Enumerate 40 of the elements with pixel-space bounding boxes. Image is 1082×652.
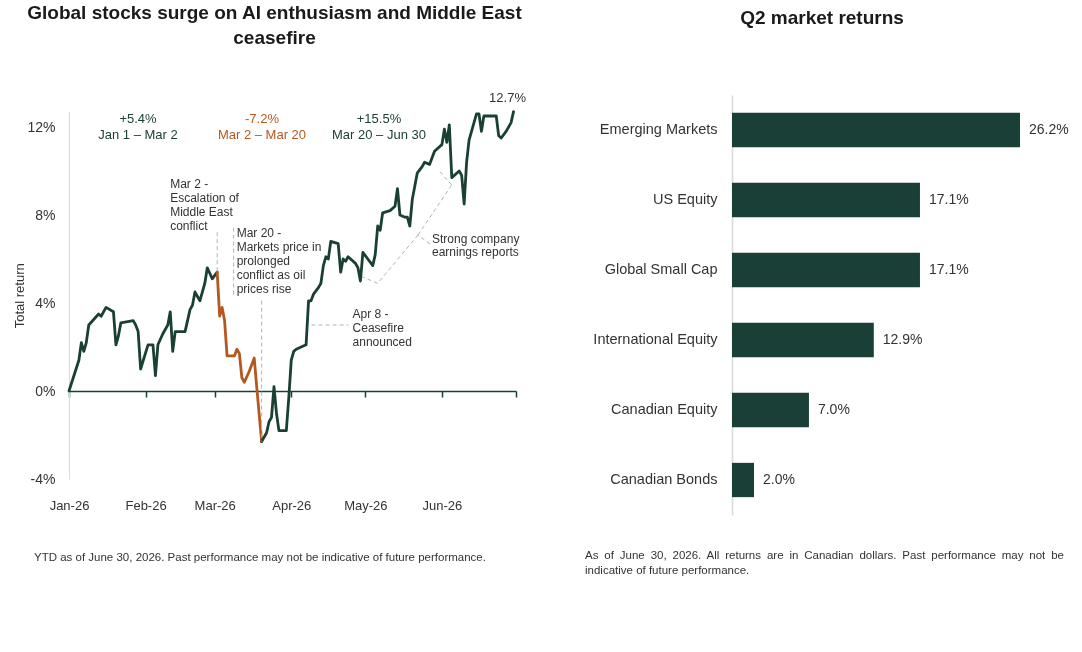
y-tick-label: 8% <box>35 206 56 223</box>
text: YTD as of June 30, 2026. Past performance may not be indicative of future performance. <box>34 550 487 565</box>
annotation: -7.2% Mar 2 – Mar 20 <box>217 111 307 142</box>
x-tick-label: Apr-26 <box>272 497 312 513</box>
y-tick-label: -4% <box>30 470 56 487</box>
y-tick-label: Canadian Equity <box>611 401 719 417</box>
data-label: 17.1% <box>928 261 969 277</box>
data-label: 12.9% <box>882 331 923 347</box>
text: As of June 30, 2026. All returns are in Canadian dollars. Past performance may not be indicative of future performance. <box>585 548 1064 578</box>
bar <box>732 252 920 288</box>
bar <box>732 112 1020 148</box>
x-tick-label: Feb-26 <box>125 497 167 513</box>
y-tick-label: Canadian Bonds <box>610 471 718 487</box>
y-tick-label: Global Small Cap <box>604 261 718 277</box>
data-label: 17.1% <box>928 191 969 207</box>
y-axis-title: Total return <box>12 263 28 329</box>
y-tick-label: Emerging Markets <box>599 121 718 137</box>
bar <box>732 392 809 428</box>
x-tick-label: Mar-26 <box>194 497 236 513</box>
x-tick-label: May-26 <box>344 497 388 513</box>
y-tick-label: 0% <box>35 382 56 399</box>
y-tick-label: US Equity <box>653 191 719 207</box>
x-tick-label: Jun-26 <box>422 497 463 513</box>
annotation: Apr 8 - Ceasefire announced <box>352 307 412 349</box>
data-label: 2.0% <box>762 471 795 487</box>
x-tick-label: Jan-26 <box>49 497 90 513</box>
data-label: 26.2% <box>1029 121 1069 137</box>
bar <box>732 462 754 498</box>
chart-title: Global stocks surge on AI enthusiasm and Middle East ceasefire <box>27 2 523 48</box>
annotation: 12.7% <box>489 89 527 105</box>
y-tick-label: 4% <box>35 294 56 311</box>
bar <box>732 322 874 358</box>
annotation: +5.4% Jan 1 – Mar 2 <box>98 111 178 142</box>
annotation: Strong company earnings reports <box>432 232 520 259</box>
annotation: +15.5% Mar 20 – Jun 30 <box>332 111 426 142</box>
bar <box>732 182 920 218</box>
y-tick-label: 12% <box>27 118 56 135</box>
data-label: 7.0% <box>817 401 850 417</box>
y-tick-label: International Equity <box>593 331 719 347</box>
chart-title: Q2 market returns <box>740 7 904 28</box>
